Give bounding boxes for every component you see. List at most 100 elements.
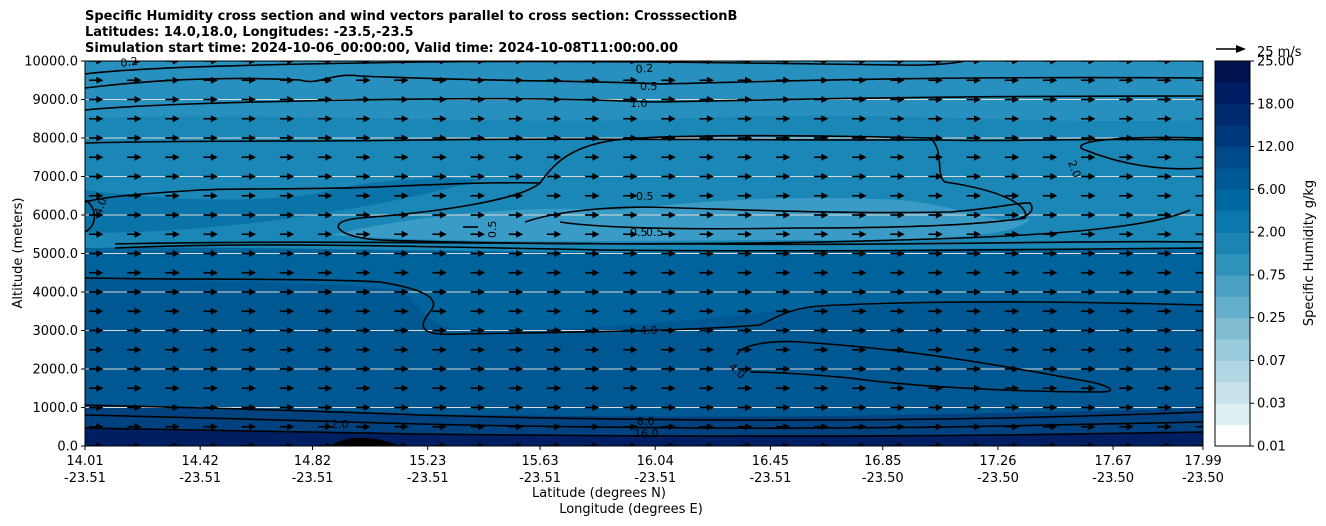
wind-vector: [165, 230, 180, 238]
wind-vector: [737, 192, 753, 200]
contour-0.5-pocket: [524, 202, 1033, 223]
wind-vector: [241, 173, 257, 180]
colorbar-segment: [1215, 274, 1250, 297]
wind-vector: [775, 61, 791, 65]
wind-vector: [585, 61, 600, 65]
wind-vector: [127, 442, 142, 446]
y-tick-label: 0.0: [57, 440, 78, 455]
wind-vector: [623, 250, 638, 257]
wind-vector: [585, 250, 600, 257]
wind-vector: [1004, 365, 1020, 373]
wind-vector: [1004, 61, 1020, 65]
wind-vector: [775, 230, 791, 238]
wind-vector: [966, 365, 982, 373]
wind-vector: [1119, 269, 1134, 277]
wind-vector: [279, 96, 295, 103]
wind-vector: [852, 76, 867, 84]
wind-vector: [1042, 327, 1058, 334]
wind-vector: [508, 115, 524, 123]
wind-vector: [356, 211, 371, 219]
wind-vector: [699, 307, 714, 315]
wind-vector: [661, 230, 676, 238]
wind-vector: [241, 76, 257, 84]
wind-vector: [127, 230, 142, 238]
contour-2.0-lower: [114, 244, 1203, 252]
wind-vector: [432, 346, 447, 354]
wind-vector: [356, 173, 371, 180]
wind-vector: [356, 346, 371, 354]
wind-vector: [394, 346, 409, 354]
wind-vector: [165, 211, 180, 219]
wind-vector: [1004, 134, 1020, 142]
wind-vector: [546, 346, 562, 354]
y-tick-label: 1000.0: [33, 401, 79, 416]
wind-vector: [1157, 404, 1172, 411]
wind-vector: [699, 384, 714, 392]
wind-vector: [852, 288, 867, 296]
wind-vector: [165, 76, 180, 84]
wind-vector: [1119, 365, 1134, 373]
wind-vector: [737, 211, 753, 219]
wind-vector: [928, 76, 943, 84]
wind-vector: [661, 384, 676, 392]
wind-vector: [1119, 153, 1134, 161]
x-axis-label-longitude: Longitude (degrees E): [559, 502, 703, 517]
x-tick-label-lat: 16.04: [637, 454, 674, 469]
wind-vector: [508, 327, 524, 334]
wind-vector: [546, 250, 562, 257]
wind-vector: [737, 115, 753, 123]
wind-vector: [89, 134, 104, 142]
y-axis-label: Altitude (meters): [11, 198, 26, 309]
wind-vector: [203, 442, 218, 446]
wind-vector: [89, 269, 104, 277]
wind-vector: [89, 250, 104, 257]
x-tick-label-lat: 17.26: [979, 454, 1016, 469]
wind-vector: [1081, 423, 1096, 431]
wind-vector: [394, 61, 409, 65]
wind-vector: [813, 211, 829, 219]
wind-vector: [966, 230, 982, 238]
wind-vector: [775, 423, 791, 431]
wind-vector: [852, 307, 867, 315]
wind-vector: [356, 307, 371, 315]
wind-vector: [317, 134, 333, 142]
wind-vector: [775, 250, 791, 257]
wind-vector: [165, 404, 180, 411]
wind-vector: [813, 250, 829, 257]
contour-4.0-lower: [85, 277, 1203, 336]
wind-vector: [546, 211, 562, 219]
wind-vector: [585, 230, 600, 238]
wind-vector: [1004, 115, 1020, 123]
y-tick-label: 9000.0: [33, 93, 79, 108]
wind-vector: [813, 442, 829, 446]
wind-vector: [890, 442, 905, 446]
wind-vector: [890, 404, 905, 411]
wind-vector: [127, 346, 142, 354]
wind-vector: [699, 365, 714, 373]
wind-vector: [279, 269, 295, 277]
wind-vector: [394, 96, 409, 103]
wind-vector: [1119, 76, 1134, 84]
wind-vector: [966, 423, 982, 431]
wind-vector: [661, 153, 676, 161]
wind-vector: [356, 61, 371, 65]
wind-vector: [1157, 423, 1172, 431]
wind-vector: [1004, 327, 1020, 334]
wind-vector: [928, 442, 943, 446]
wind-vector: [966, 96, 982, 103]
wind-vectors: [89, 61, 1203, 446]
wind-vector: [1081, 76, 1096, 84]
wind-vector: [394, 211, 409, 219]
wind-vector: [699, 61, 714, 65]
y-tick-label: 3000.0: [33, 324, 79, 339]
wind-vector: [89, 153, 104, 161]
wind-vector: [1119, 192, 1134, 200]
wind-vector: [813, 115, 829, 123]
wind-vector: [775, 365, 791, 373]
wind-vector: [813, 269, 829, 277]
wind-vector: [127, 115, 142, 123]
wind-vector: [470, 250, 485, 257]
wind-vector: [317, 404, 333, 411]
wind-vector: [432, 192, 447, 200]
wind-vector: [1042, 307, 1058, 315]
